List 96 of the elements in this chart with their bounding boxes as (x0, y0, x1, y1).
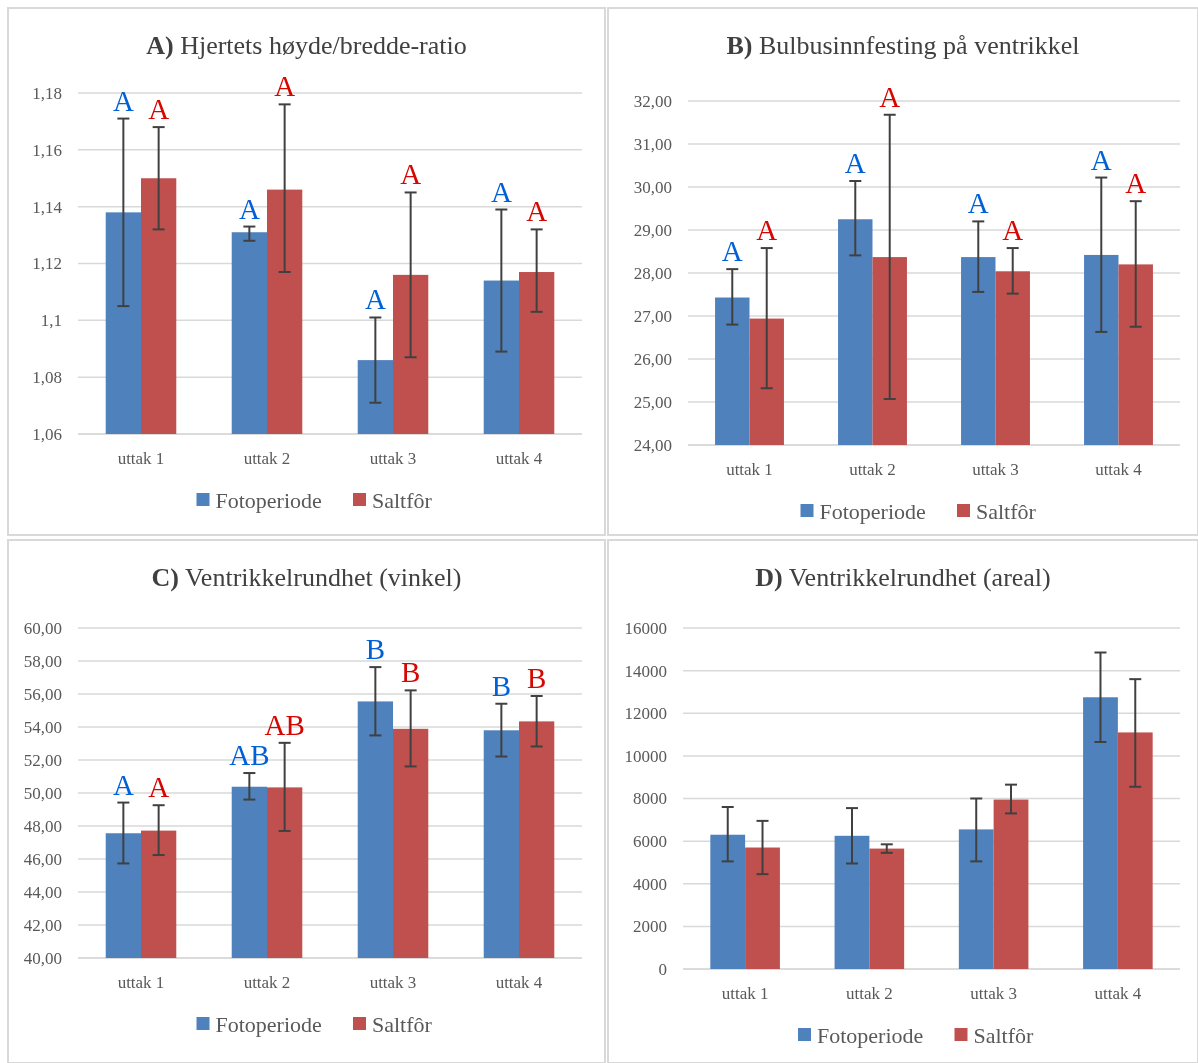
y-tick-label: 1,16 (32, 140, 62, 160)
x-tick-label: uttak 4 (1095, 460, 1143, 479)
x-tick-label: uttak 2 (243, 973, 291, 992)
chart-title: A) Hjertets høyde/bredde-ratio (146, 31, 467, 60)
y-tick-label: 40,00 (23, 948, 62, 968)
annotation: A (967, 187, 989, 220)
y-tick-label: 1,18 (32, 83, 62, 103)
annotation: A (112, 768, 134, 801)
legend-label: Saltfôr (372, 1011, 433, 1037)
x-tick-label: uttak 3 (369, 973, 417, 992)
chart-title: D) Ventrikkelrundhet (areal) (755, 563, 1051, 592)
x-tick-label: uttak 4 (495, 449, 543, 468)
x-tick-label: uttak 3 (970, 984, 1017, 1003)
y-tick-label: 1,12 (32, 254, 62, 274)
y-tick-label: 42,00 (23, 915, 62, 935)
annotation: B (400, 656, 421, 689)
annotation: A (364, 283, 386, 316)
bar (710, 834, 746, 969)
legend-label: Fotoperiode (817, 1022, 924, 1048)
annotation: B (491, 669, 512, 702)
y-tick-label: 52,00 (23, 750, 62, 770)
y-tick-label: 29,00 (633, 220, 672, 240)
annotation: A (756, 214, 778, 247)
annotation: A (490, 175, 512, 208)
y-tick-label: 14000 (624, 661, 667, 681)
annotation: B (365, 633, 386, 666)
annotation: AB (264, 708, 305, 741)
y-tick-label: 2000 (633, 917, 667, 937)
annotation: AB (229, 739, 270, 772)
legend-label: Fotoperiode (215, 487, 322, 513)
x-tick-label: uttak 1 (117, 449, 165, 468)
y-tick-label: 31,00 (633, 134, 672, 154)
y-tick-label: 1,14 (32, 197, 63, 217)
annotation: A (400, 158, 422, 191)
y-tick-label: 60,00 (23, 618, 62, 638)
x-tick-label: uttak 3 (972, 460, 1019, 479)
x-tick-label: uttak 1 (726, 460, 773, 479)
y-tick-label: 10000 (624, 746, 667, 766)
annotation: A (148, 93, 170, 126)
bar (745, 847, 780, 969)
y-tick-label: 28,00 (633, 263, 672, 283)
annotation: A (238, 192, 260, 225)
bar (1083, 697, 1118, 969)
annotation: A (721, 235, 743, 268)
x-tick-label: uttak 4 (495, 973, 543, 992)
y-tick-label: 25,00 (633, 392, 672, 412)
y-tick-label: 26,00 (633, 349, 672, 369)
bar (958, 829, 994, 969)
y-tick-label: 58,00 (23, 651, 62, 671)
legend-label: Saltfôr (973, 1022, 1035, 1048)
bar (993, 799, 1029, 969)
x-tick-label: uttak 4 (1094, 984, 1142, 1003)
bar (869, 848, 905, 969)
annotation: A (148, 771, 170, 804)
annotation: B (526, 661, 547, 694)
x-tick-label: uttak 1 (117, 973, 165, 992)
x-tick-label: uttak 1 (721, 984, 769, 1003)
y-tick-label: 16000 (624, 618, 667, 638)
y-tick-label: 6000 (633, 832, 667, 852)
y-tick-label: 48,00 (23, 816, 62, 836)
x-tick-label: uttak 2 (849, 460, 896, 479)
y-tick-label: 32,00 (633, 91, 672, 111)
legend-label: Saltfôr (372, 487, 433, 513)
annotation: A (1090, 143, 1112, 176)
y-tick-label: 46,00 (23, 849, 62, 869)
legend-label: Fotoperiode (819, 498, 926, 524)
x-tick-label: uttak 3 (369, 449, 417, 468)
annotation: A (1002, 214, 1024, 247)
chart-title: C) Ventrikkelrundhet (vinkel) (151, 563, 462, 592)
annotation: A (1125, 167, 1147, 200)
y-tick-label: 12000 (624, 704, 667, 724)
y-tick-label: 44,00 (23, 882, 62, 902)
annotation: A (879, 80, 901, 113)
y-tick-label: 1,1 (40, 311, 62, 331)
bar (834, 835, 870, 969)
y-tick-label: 56,00 (23, 684, 62, 704)
y-tick-label: 0 (658, 959, 667, 979)
y-tick-label: 54,00 (23, 717, 62, 737)
y-tick-label: 27,00 (633, 306, 672, 326)
chart-title: B) Bulbusinnfesting på ventrikkel (726, 31, 1080, 60)
y-tick-label: 30,00 (633, 177, 672, 197)
x-tick-label: uttak 2 (243, 449, 291, 468)
y-tick-label: 1,08 (32, 368, 62, 388)
y-tick-label: 4000 (633, 874, 667, 894)
bar (1117, 732, 1153, 969)
legend-label: Saltfôr (976, 498, 1037, 524)
annotation: A (274, 70, 296, 103)
x-tick-label: uttak 2 (846, 984, 893, 1003)
y-tick-label: 1,06 (32, 424, 62, 444)
y-tick-label: 8000 (633, 789, 667, 809)
y-tick-label: 50,00 (23, 783, 62, 803)
y-tick-label: 24,00 (633, 435, 672, 455)
annotation: A (844, 146, 866, 179)
annotation: A (526, 195, 548, 228)
legend-label: Fotoperiode (215, 1011, 322, 1037)
annotation: A (112, 84, 134, 117)
